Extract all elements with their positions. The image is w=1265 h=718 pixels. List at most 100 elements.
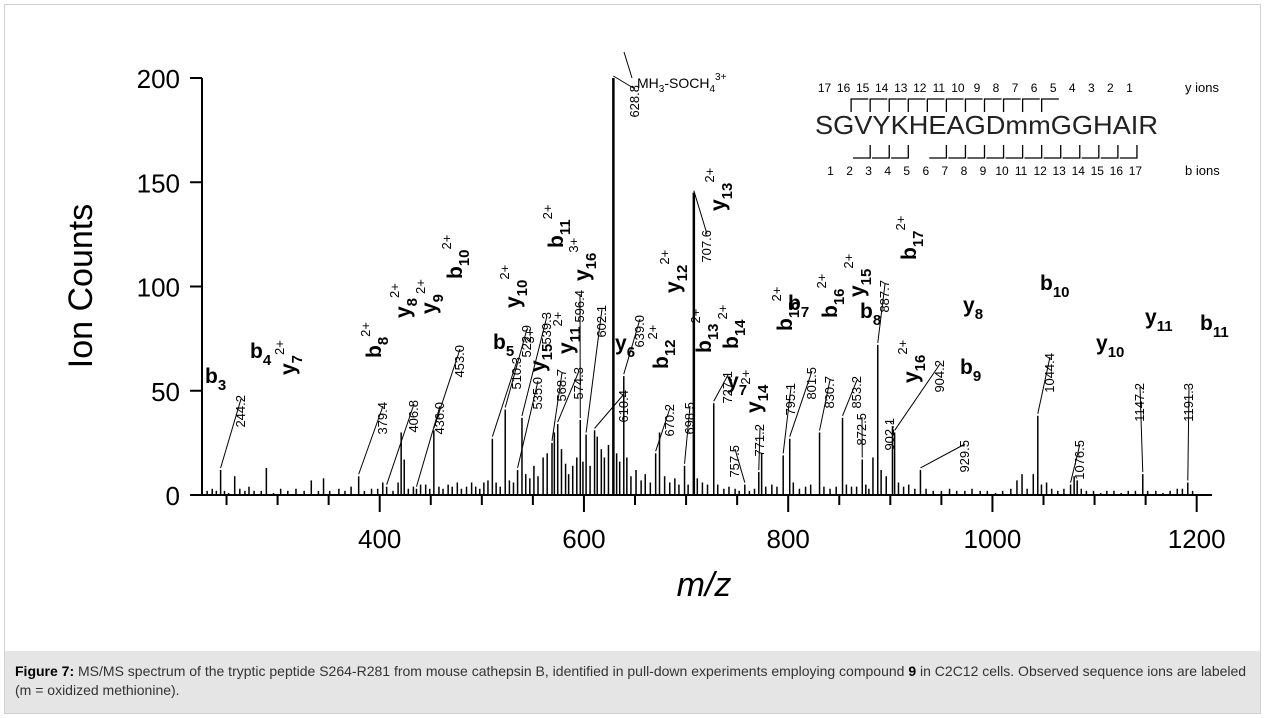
y-ion-bracket bbox=[869, 98, 888, 112]
peak-leader-line bbox=[819, 379, 831, 431]
peak-leader-line bbox=[517, 380, 539, 469]
peak-leader-line bbox=[789, 370, 813, 437]
fragment-ion-label: b5 bbox=[493, 331, 514, 360]
precursor-label: MH3-SOCH43+ bbox=[637, 72, 727, 95]
y-ion-bracket bbox=[907, 98, 926, 112]
precursor-leader-line bbox=[623, 51, 633, 79]
b-ion-number: 3 bbox=[865, 164, 872, 178]
y-ion-number: 2 bbox=[1107, 81, 1114, 95]
y-ion-bracket bbox=[1002, 98, 1021, 112]
figure-caption: Figure 7: MS/MS spectrum of the tryptic … bbox=[5, 651, 1260, 713]
fragment-ion-label: y72+ bbox=[272, 340, 306, 375]
b-ion-bracket bbox=[1081, 145, 1100, 159]
peak-mz-label: 406.8 bbox=[406, 400, 421, 433]
b-ion-number: 2 bbox=[846, 164, 853, 178]
peak-mz-label: 698.5 bbox=[682, 402, 697, 435]
y-ion-bracket bbox=[1021, 98, 1040, 112]
peak-mz-label: 628.8 bbox=[627, 85, 642, 118]
peak-leader-line bbox=[504, 328, 528, 408]
fragment-ion-label: y6 bbox=[615, 332, 635, 361]
y-ion-bracket bbox=[983, 98, 1002, 112]
y-ion-number: 8 bbox=[993, 81, 1000, 95]
peak-mz-label: 904.2 bbox=[932, 360, 947, 393]
fragment-ion-label: y163+ bbox=[566, 238, 600, 281]
peak-leader-line bbox=[415, 405, 441, 487]
b-ion-bracket bbox=[891, 145, 909, 159]
y-tick-label: 0 bbox=[166, 481, 180, 511]
peak-leader-line bbox=[894, 363, 941, 431]
peak-mz-label: 453.0 bbox=[452, 345, 467, 378]
b-ion-number: 17 bbox=[1129, 164, 1143, 178]
fragment-ion-label: b122+ bbox=[645, 325, 679, 369]
fragment-ion-label: y142+ bbox=[738, 370, 772, 413]
peak-mz-label: 1147.2 bbox=[1132, 383, 1147, 422]
b-ion-number: 8 bbox=[961, 164, 968, 178]
peak-mz-label: 539.3 bbox=[539, 312, 554, 345]
y-ion-number: 4 bbox=[1069, 81, 1076, 95]
figure-frame bbox=[4, 4, 1261, 714]
fragment-ion-label: y162+ bbox=[895, 340, 929, 383]
x-tick-label: 800 bbox=[767, 524, 810, 554]
peak-mz-label: 887.7 bbox=[877, 280, 892, 313]
peak-leader-line bbox=[1070, 443, 1081, 483]
b-ion-bracket bbox=[1062, 145, 1081, 159]
fragment-ion-label: y7 bbox=[727, 370, 747, 399]
peak-leader-line bbox=[889, 421, 893, 425]
peak-leader-line bbox=[782, 386, 792, 454]
y-tick-label: 100 bbox=[137, 273, 180, 303]
peak-mz-label: 929.5 bbox=[957, 440, 972, 473]
b-ion-bracket bbox=[1005, 145, 1024, 159]
y-tick-label: 150 bbox=[137, 168, 180, 198]
fragment-ion-label: b8 bbox=[860, 300, 881, 329]
b-ion-number: 16 bbox=[1110, 164, 1124, 178]
b-ion-bracket bbox=[948, 145, 967, 159]
fragment-ion-label: b172+ bbox=[893, 216, 927, 260]
peak-mz-label: 535.0 bbox=[530, 377, 545, 410]
b-ion-number: 13 bbox=[1053, 164, 1067, 178]
fragment-ion-label: y122+ bbox=[657, 250, 691, 293]
y-ion-number: 7 bbox=[1012, 81, 1019, 95]
peak-leader-line bbox=[220, 398, 242, 469]
peak-leader-line bbox=[1037, 356, 1051, 414]
peak-leader-line bbox=[877, 283, 886, 343]
y-ion-number: 12 bbox=[913, 81, 927, 95]
fragment-ion-label: b162+ bbox=[814, 274, 848, 318]
chart-axes: 0 50 100 150 200 400 600 800 1000 1200 bbox=[137, 64, 1226, 554]
x-axis-ticks: 400 600 800 1000 1200 bbox=[225, 495, 1226, 554]
peak-leader-line bbox=[594, 393, 625, 429]
b-ion-bracket bbox=[1043, 145, 1062, 159]
b-ion-number: 7 bbox=[942, 164, 949, 178]
fragment-ion-label: b4 bbox=[250, 340, 272, 369]
peak-leader-line bbox=[551, 372, 563, 441]
y-ion-number: 17 bbox=[818, 81, 832, 95]
b-ion-bracket bbox=[1100, 145, 1119, 159]
peak-mz-label: 771.2 bbox=[752, 424, 767, 457]
fragment-ion-label: y152+ bbox=[841, 254, 875, 297]
x-tick-label: 1200 bbox=[1168, 524, 1226, 554]
b-ion-number: 6 bbox=[922, 164, 929, 178]
peak-leader-line bbox=[1187, 386, 1190, 481]
peak-mz-label: 795.1 bbox=[783, 383, 798, 416]
peak-leader-line bbox=[693, 190, 708, 235]
b-ion-number: 12 bbox=[1033, 164, 1047, 178]
peak-mz-label: 522.9 bbox=[519, 325, 534, 358]
fragment-ion-label: b132+ bbox=[688, 309, 722, 353]
peak-mz-label: 1191.3 bbox=[1181, 383, 1196, 422]
peak-mz-label: 801.5 bbox=[804, 367, 819, 400]
peak-mz-label: 727.1 bbox=[720, 371, 735, 404]
peak-mz-label: 830.7 bbox=[822, 376, 837, 409]
caption-text-2: in C2C12 cells. Observed sequence ions a… bbox=[15, 663, 1247, 698]
peak-leader-line bbox=[842, 379, 858, 417]
b-ion-number: 11 bbox=[1015, 164, 1028, 178]
b-ion-number: 1 bbox=[827, 164, 834, 178]
fragment-ion-label: b3 bbox=[205, 365, 226, 394]
y-ion-bracket bbox=[964, 98, 983, 112]
peak-mz-label: 853.2 bbox=[849, 376, 864, 409]
fragment-ion-label: y153+ bbox=[522, 329, 556, 372]
peak-mz-label: 610.4 bbox=[616, 390, 631, 423]
b-ion-bracket bbox=[967, 145, 986, 159]
peptide-sequence: SGVYKHEAGDmmGGHAIR bbox=[815, 110, 1158, 140]
spectrum-peaks bbox=[206, 78, 1194, 495]
fragment-ion-label: b10 bbox=[1040, 272, 1070, 301]
